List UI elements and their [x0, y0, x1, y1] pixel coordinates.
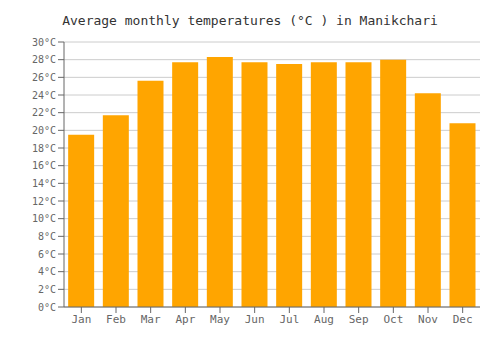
- svg-text:20°C: 20°C: [32, 125, 56, 136]
- svg-text:Aug: Aug: [314, 313, 334, 326]
- svg-text:6°C: 6°C: [38, 249, 56, 260]
- svg-text:Apr: Apr: [175, 313, 195, 326]
- svg-text:0°C: 0°C: [38, 302, 56, 313]
- svg-text:12°C: 12°C: [32, 196, 56, 207]
- svg-text:30°C: 30°C: [32, 37, 56, 48]
- svg-text:Feb: Feb: [106, 313, 126, 326]
- html-text:Average monthly temperatures (: Average monthly temperatures (°C ) in Ma…: [62, 13, 438, 28]
- svg-text:Oct: Oct: [383, 313, 403, 326]
- svg-text:22°C: 22°C: [32, 107, 56, 118]
- svg-text:4°C: 4°C: [38, 266, 56, 277]
- svg-text:Nov: Nov: [418, 313, 438, 326]
- svg-text:Dec: Dec: [453, 313, 473, 326]
- svg-text:Jun: Jun: [245, 313, 265, 326]
- svg-text:8°C: 8°C: [38, 231, 56, 242]
- svg-text:Jan: Jan: [71, 313, 91, 326]
- svg-text:16°C: 16°C: [32, 160, 56, 171]
- svg-text:2°C: 2°C: [38, 284, 56, 295]
- svg-text:26°C: 26°C: [32, 72, 56, 83]
- svg-text:14°C: 14°C: [32, 178, 56, 189]
- svg-text:Jul: Jul: [279, 313, 299, 326]
- svg-text:24°C: 24°C: [32, 90, 56, 101]
- svg-text:Mar: Mar: [141, 313, 161, 326]
- svg-text:Sep: Sep: [349, 313, 369, 326]
- svg-text:May: May: [210, 313, 230, 326]
- svg-text:18°C: 18°C: [32, 143, 56, 154]
- svg-text:28°C: 28°C: [32, 54, 56, 65]
- svg-text:10°C: 10°C: [32, 213, 56, 224]
